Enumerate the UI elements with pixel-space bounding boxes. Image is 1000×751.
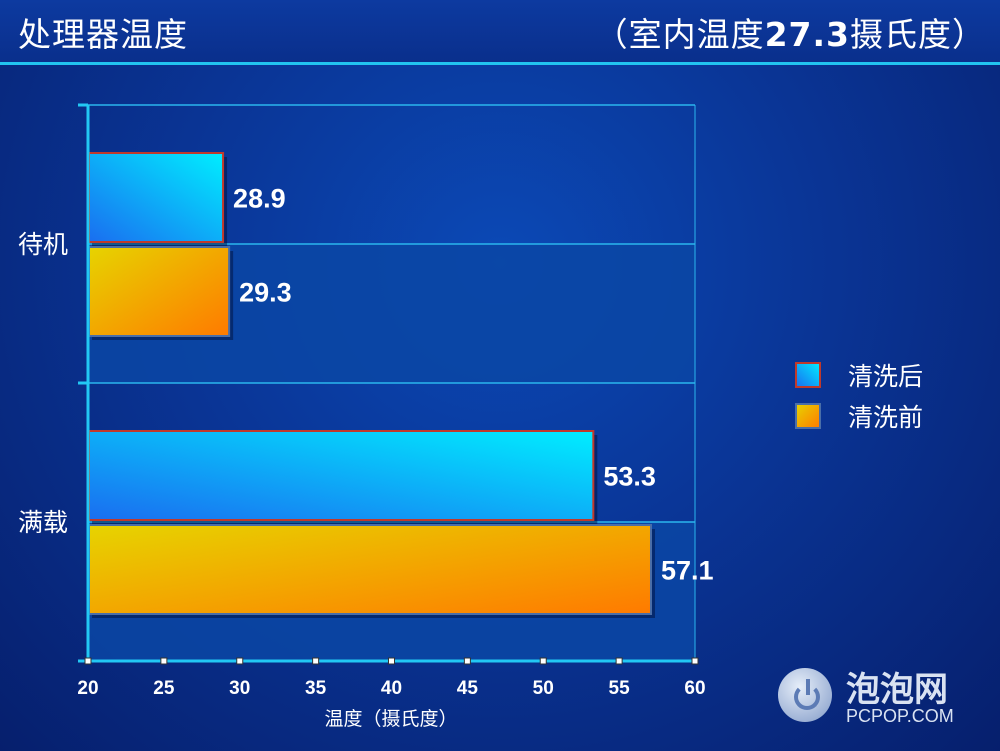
x-tick-marker (615, 657, 623, 665)
bar-before (88, 246, 231, 337)
watermark-name: 泡泡网 (846, 670, 948, 710)
x-tick-label: 20 (77, 678, 98, 699)
subtitle-suffix: 摄氏度） (850, 15, 986, 54)
bars (88, 152, 655, 618)
legend-swatch (795, 403, 821, 429)
x-tick-label: 35 (305, 678, 327, 699)
bar-value-label: 57.1 (661, 556, 714, 586)
bar-value-label: 29.3 (239, 278, 292, 308)
category-label: 满载 (18, 508, 68, 537)
header-divider (0, 62, 1000, 65)
x-axis-title: 温度（摄氏度） (324, 708, 457, 730)
axes (78, 103, 699, 665)
x-tick-marker (539, 657, 547, 665)
x-tick-marker (236, 657, 244, 665)
x-tick-label: 55 (609, 678, 631, 699)
bar-after (88, 152, 225, 243)
watermark: 泡泡网 PCPOP.COM (774, 662, 984, 732)
x-tick-label: 30 (229, 678, 250, 699)
header-bar (0, 0, 1000, 62)
category-label: 待机 (18, 230, 68, 259)
x-tick-label: 60 (684, 678, 705, 699)
x-tick-marker (691, 657, 699, 665)
bar-before (88, 524, 652, 615)
x-tick-marker (84, 657, 92, 665)
subtitle-value: 27.3 (764, 15, 850, 54)
x-tick-marker (312, 657, 320, 665)
x-tick-marker (388, 657, 395, 665)
legend-label: 清洗前 (848, 403, 923, 432)
x-tick-label: 50 (533, 678, 554, 699)
x-tick-label: 45 (457, 678, 479, 699)
watermark-domain: PCPOP.COM (846, 706, 954, 726)
subtitle-prefix: （室内温度 (594, 15, 765, 54)
chart-subtitle: （室内温度27.3摄氏度） (595, 8, 986, 56)
legend-swatch (795, 362, 821, 388)
chart-title: 处理器温度 (18, 15, 188, 54)
bar-value-label: 53.3 (603, 462, 656, 492)
x-tick-label: 40 (381, 678, 402, 699)
bar-after (88, 430, 595, 521)
bar-value-label: 28.9 (233, 184, 286, 214)
x-tick-label: 25 (153, 678, 175, 699)
x-tick-marker (463, 657, 471, 665)
x-tick-marker (160, 657, 168, 665)
power-icon (778, 668, 832, 722)
labels: 20 25 30 35 40 45 50 55 60 温度（摄氏度） 待机 28.9 29.3 满载 53.… (18, 184, 714, 731)
legend-label: 清洗后 (848, 362, 923, 391)
